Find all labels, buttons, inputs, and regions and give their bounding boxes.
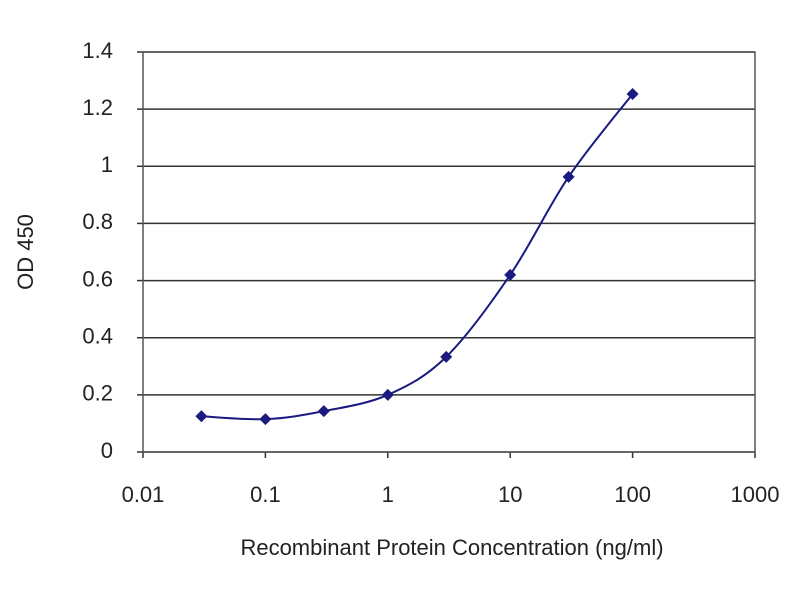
y-tick-label: 1.2: [82, 95, 113, 120]
data-point: [562, 170, 575, 183]
y-tick-label: 1: [101, 152, 113, 177]
data-point: [504, 268, 517, 281]
x-tick-label: 1: [382, 482, 394, 507]
y-tick-label: 0: [101, 438, 113, 463]
data-point: [626, 88, 639, 100]
x-tick-label: 0.1: [250, 482, 281, 507]
plot-frame: [142, 51, 756, 453]
data-point: [440, 350, 453, 363]
data-point: [259, 413, 272, 426]
x-axis-label: Recombinant Protein Concentration (ng/ml…: [240, 535, 663, 560]
y-tick-label: 0.8: [82, 209, 113, 234]
data-point: [381, 388, 394, 401]
x-tick-label: 100: [614, 482, 651, 507]
y-tick-label: 0.4: [82, 324, 113, 349]
y-tick-label: 0.2: [82, 381, 113, 406]
data-point: [317, 405, 330, 418]
x-tick-label: 10: [498, 482, 522, 507]
data-point: [195, 410, 208, 423]
y-tick-label: 0.6: [82, 266, 113, 291]
y-axis-label: OD 450: [13, 214, 38, 290]
y-tick-label: 1.4: [82, 38, 113, 63]
x-tick-label: 0.01: [122, 482, 165, 507]
x-tick-label: 1000: [731, 482, 780, 507]
